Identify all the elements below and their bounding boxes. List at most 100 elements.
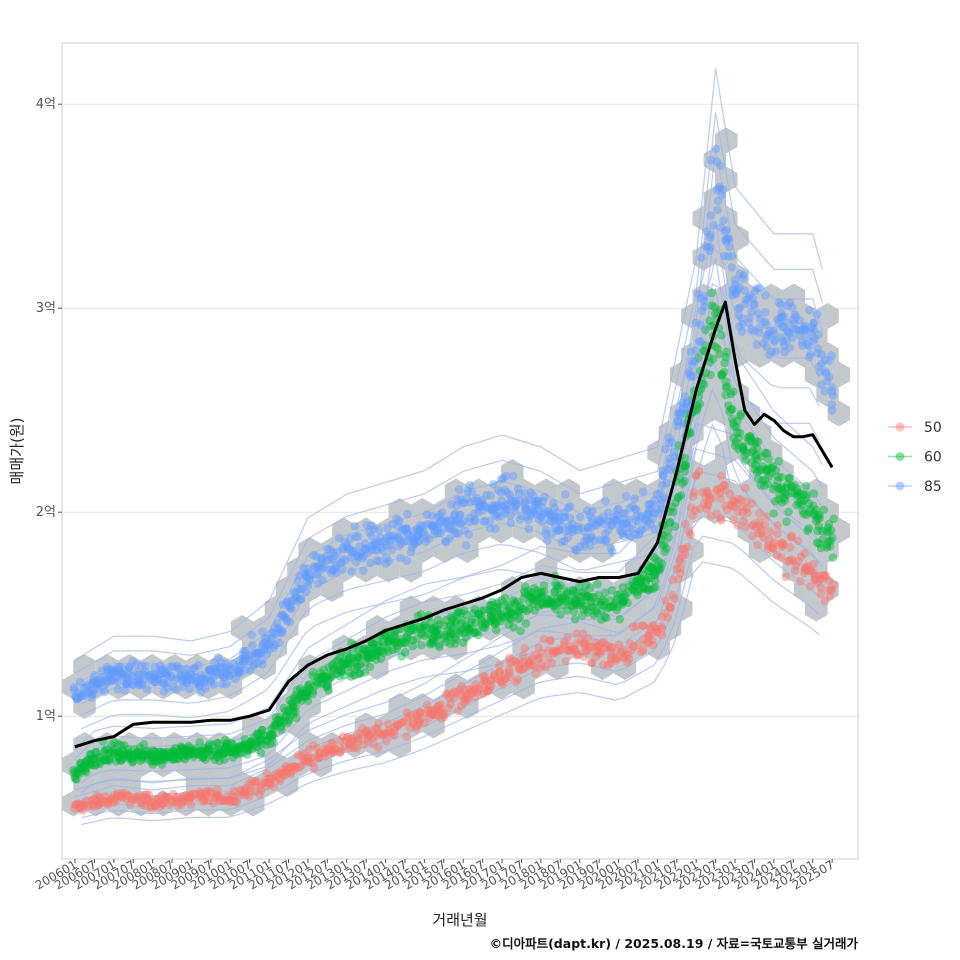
point-85 [325,565,334,574]
point-60 [284,716,294,725]
point-60 [353,652,363,662]
point-50 [195,787,205,796]
point-50 [415,719,424,728]
point-60 [771,482,780,491]
point-50 [321,751,330,761]
point-60 [731,438,741,447]
point-85 [155,665,165,674]
point-85 [338,545,348,554]
point-60 [428,635,438,644]
point-85 [170,675,180,685]
point-60 [739,446,748,455]
point-85 [486,504,496,513]
point-85 [377,538,387,547]
hexbin-cell [715,478,738,505]
point-60 [543,595,552,604]
point-85 [105,672,114,682]
point-60 [828,553,838,562]
point-85 [564,503,573,513]
point-60 [633,573,643,583]
point-60 [747,458,756,467]
point-60 [680,461,689,470]
point-50 [284,764,294,774]
hexbin-cell [242,634,265,661]
point-60 [706,370,715,380]
point-60 [550,601,560,610]
point-85 [241,646,250,656]
point-85 [723,234,732,243]
hexbin-cell [546,615,569,641]
point-50 [763,540,773,550]
point-60 [547,594,557,604]
point-85 [473,496,482,506]
point-50 [497,676,507,685]
point-85 [485,517,495,526]
point-60 [318,674,327,684]
point-85 [664,465,674,475]
point-60 [523,587,533,596]
point-60 [824,519,834,529]
point-60 [112,757,121,766]
point-60 [736,411,745,421]
point-60 [159,753,168,763]
point-50 [712,486,721,496]
point-85 [722,234,732,244]
point-50 [811,575,820,585]
point-60 [416,609,426,619]
point-60 [758,462,768,471]
point-60 [140,750,149,760]
point-50 [572,639,582,648]
point-60 [467,615,477,625]
point-85 [524,515,533,525]
point-85 [326,545,335,554]
hexbin-cell [129,790,153,817]
point-60 [792,500,801,510]
point-85 [293,584,303,594]
point-85 [546,517,556,526]
point-85 [718,185,728,194]
point-60 [284,707,294,716]
point-60 [189,752,198,761]
point-85 [249,661,258,670]
point-85 [582,535,592,544]
point-85 [430,529,439,539]
hexbin-cell [444,517,468,544]
point-85 [101,679,111,689]
point-50 [286,767,295,777]
point-60 [384,635,394,644]
point-60 [665,517,675,527]
point-60 [764,454,773,464]
point-60 [163,752,173,761]
point-60 [81,764,91,773]
point-60 [654,556,663,566]
point-60 [762,465,772,475]
point-60 [734,433,743,443]
point-60 [527,592,536,602]
point-50 [733,498,742,508]
point-85 [88,690,97,699]
point-60 [681,460,691,470]
point-85 [100,687,110,697]
point-60 [600,612,609,621]
point-50 [541,662,550,672]
point-85 [159,679,169,688]
point-50 [643,631,653,641]
point-60 [168,755,178,764]
point-60 [585,583,595,592]
point-85 [713,196,723,206]
point-85 [186,676,196,685]
point-50 [599,660,608,670]
point-85 [269,643,278,653]
point-60 [230,743,239,753]
point-60 [485,601,495,611]
point-50 [621,650,630,659]
point-60 [354,653,364,662]
point-60 [317,673,327,682]
point-60 [608,602,618,612]
point-60 [635,577,644,587]
point-60 [74,769,84,779]
point-85 [789,324,798,334]
point-85 [199,679,208,688]
point-60 [773,472,783,482]
point-60 [348,647,358,656]
